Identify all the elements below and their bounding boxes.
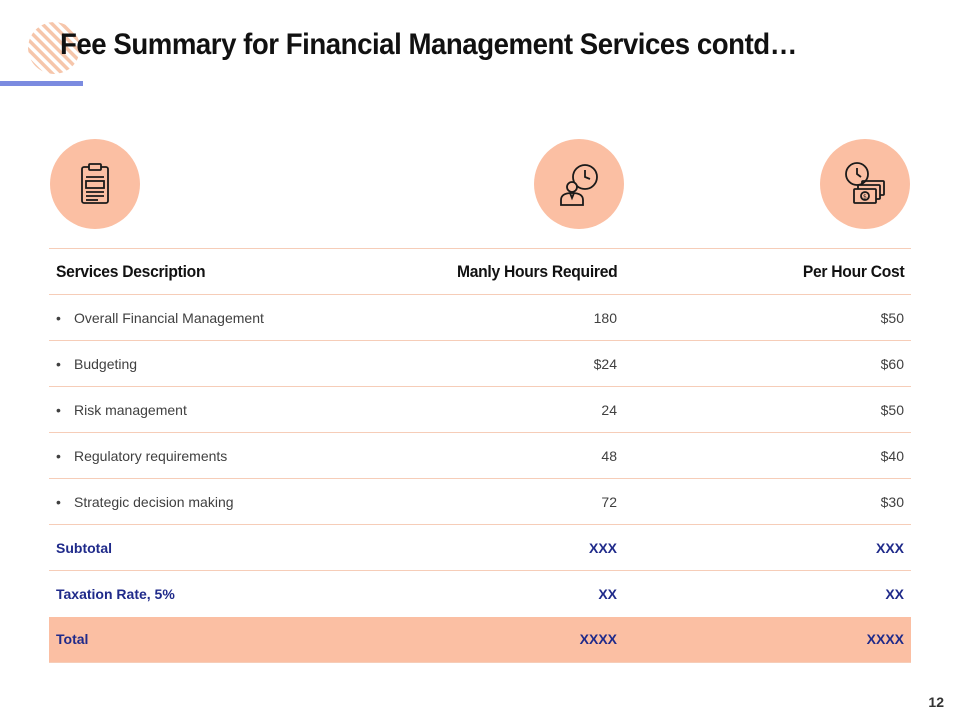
total-row: Total XXXX XXXX	[49, 616, 911, 663]
service-name: Regulatory requirements	[74, 447, 228, 464]
cost-value: $30	[624, 478, 911, 525]
striped-circle-decoration	[28, 22, 80, 74]
cost-value: $50	[624, 386, 911, 433]
service-name: Overall Financial Management	[74, 309, 264, 326]
service-name: Risk management	[74, 401, 187, 418]
table-row: • Budgeting $24 $60	[49, 340, 911, 387]
service-name: Strategic decision making	[74, 493, 234, 510]
cost-value: $60	[624, 340, 911, 387]
service-name: Budgeting	[74, 355, 138, 372]
table-row: • Risk management 24 $50	[49, 386, 911, 433]
bullet-icon: •	[56, 355, 61, 372]
total-label: Total	[49, 616, 419, 663]
tax-hours: XX	[419, 570, 624, 617]
hours-value: 48	[419, 432, 624, 479]
businessman-clock-icon	[534, 139, 624, 229]
table-row: • Regulatory requirements 48 $40	[49, 432, 911, 479]
hours-value: $24	[419, 340, 624, 387]
subtotal-hours: XXX	[419, 524, 624, 571]
total-hours: XXXX	[419, 616, 624, 663]
tax-label: Taxation Rate, 5%	[49, 570, 419, 617]
bullet-icon: •	[56, 493, 61, 510]
page-number: 12	[928, 694, 944, 710]
tax-row: Taxation Rate, 5% XX XX	[49, 570, 911, 617]
clipboard-document-icon	[50, 139, 140, 229]
title-accent-line	[0, 81, 83, 86]
fee-summary-table: Services Description Manly Hours Require…	[49, 248, 911, 663]
hours-value: 180	[419, 294, 624, 341]
tax-cost: XX	[624, 570, 911, 617]
cost-value: $40	[624, 432, 911, 479]
bullet-icon: •	[56, 309, 61, 326]
hours-value: 72	[419, 478, 624, 525]
header-services-description: Services Description	[49, 248, 419, 295]
page-title: Fee Summary for Financial Management Ser…	[60, 28, 797, 61]
cost-value: $50	[624, 294, 911, 341]
hours-value: 24	[419, 386, 624, 433]
bullet-icon: •	[56, 401, 61, 418]
table-header-row: Services Description Manly Hours Require…	[49, 248, 911, 295]
svg-text:$: $	[863, 194, 867, 201]
header-per-hour-cost: Per Hour Cost	[624, 248, 911, 295]
table-row: • Overall Financial Management 180 $50	[49, 294, 911, 341]
table-row: • Strategic decision making 72 $30	[49, 478, 911, 525]
subtotal-cost: XXX	[624, 524, 911, 571]
clock-money-icon: $	[820, 139, 910, 229]
total-cost: XXXX	[624, 616, 911, 663]
bullet-icon: •	[56, 447, 61, 464]
subtotal-label: Subtotal	[49, 524, 419, 571]
subtotal-row: Subtotal XXX XXX	[49, 524, 911, 571]
header-hours-required: Manly Hours Required	[419, 248, 624, 295]
